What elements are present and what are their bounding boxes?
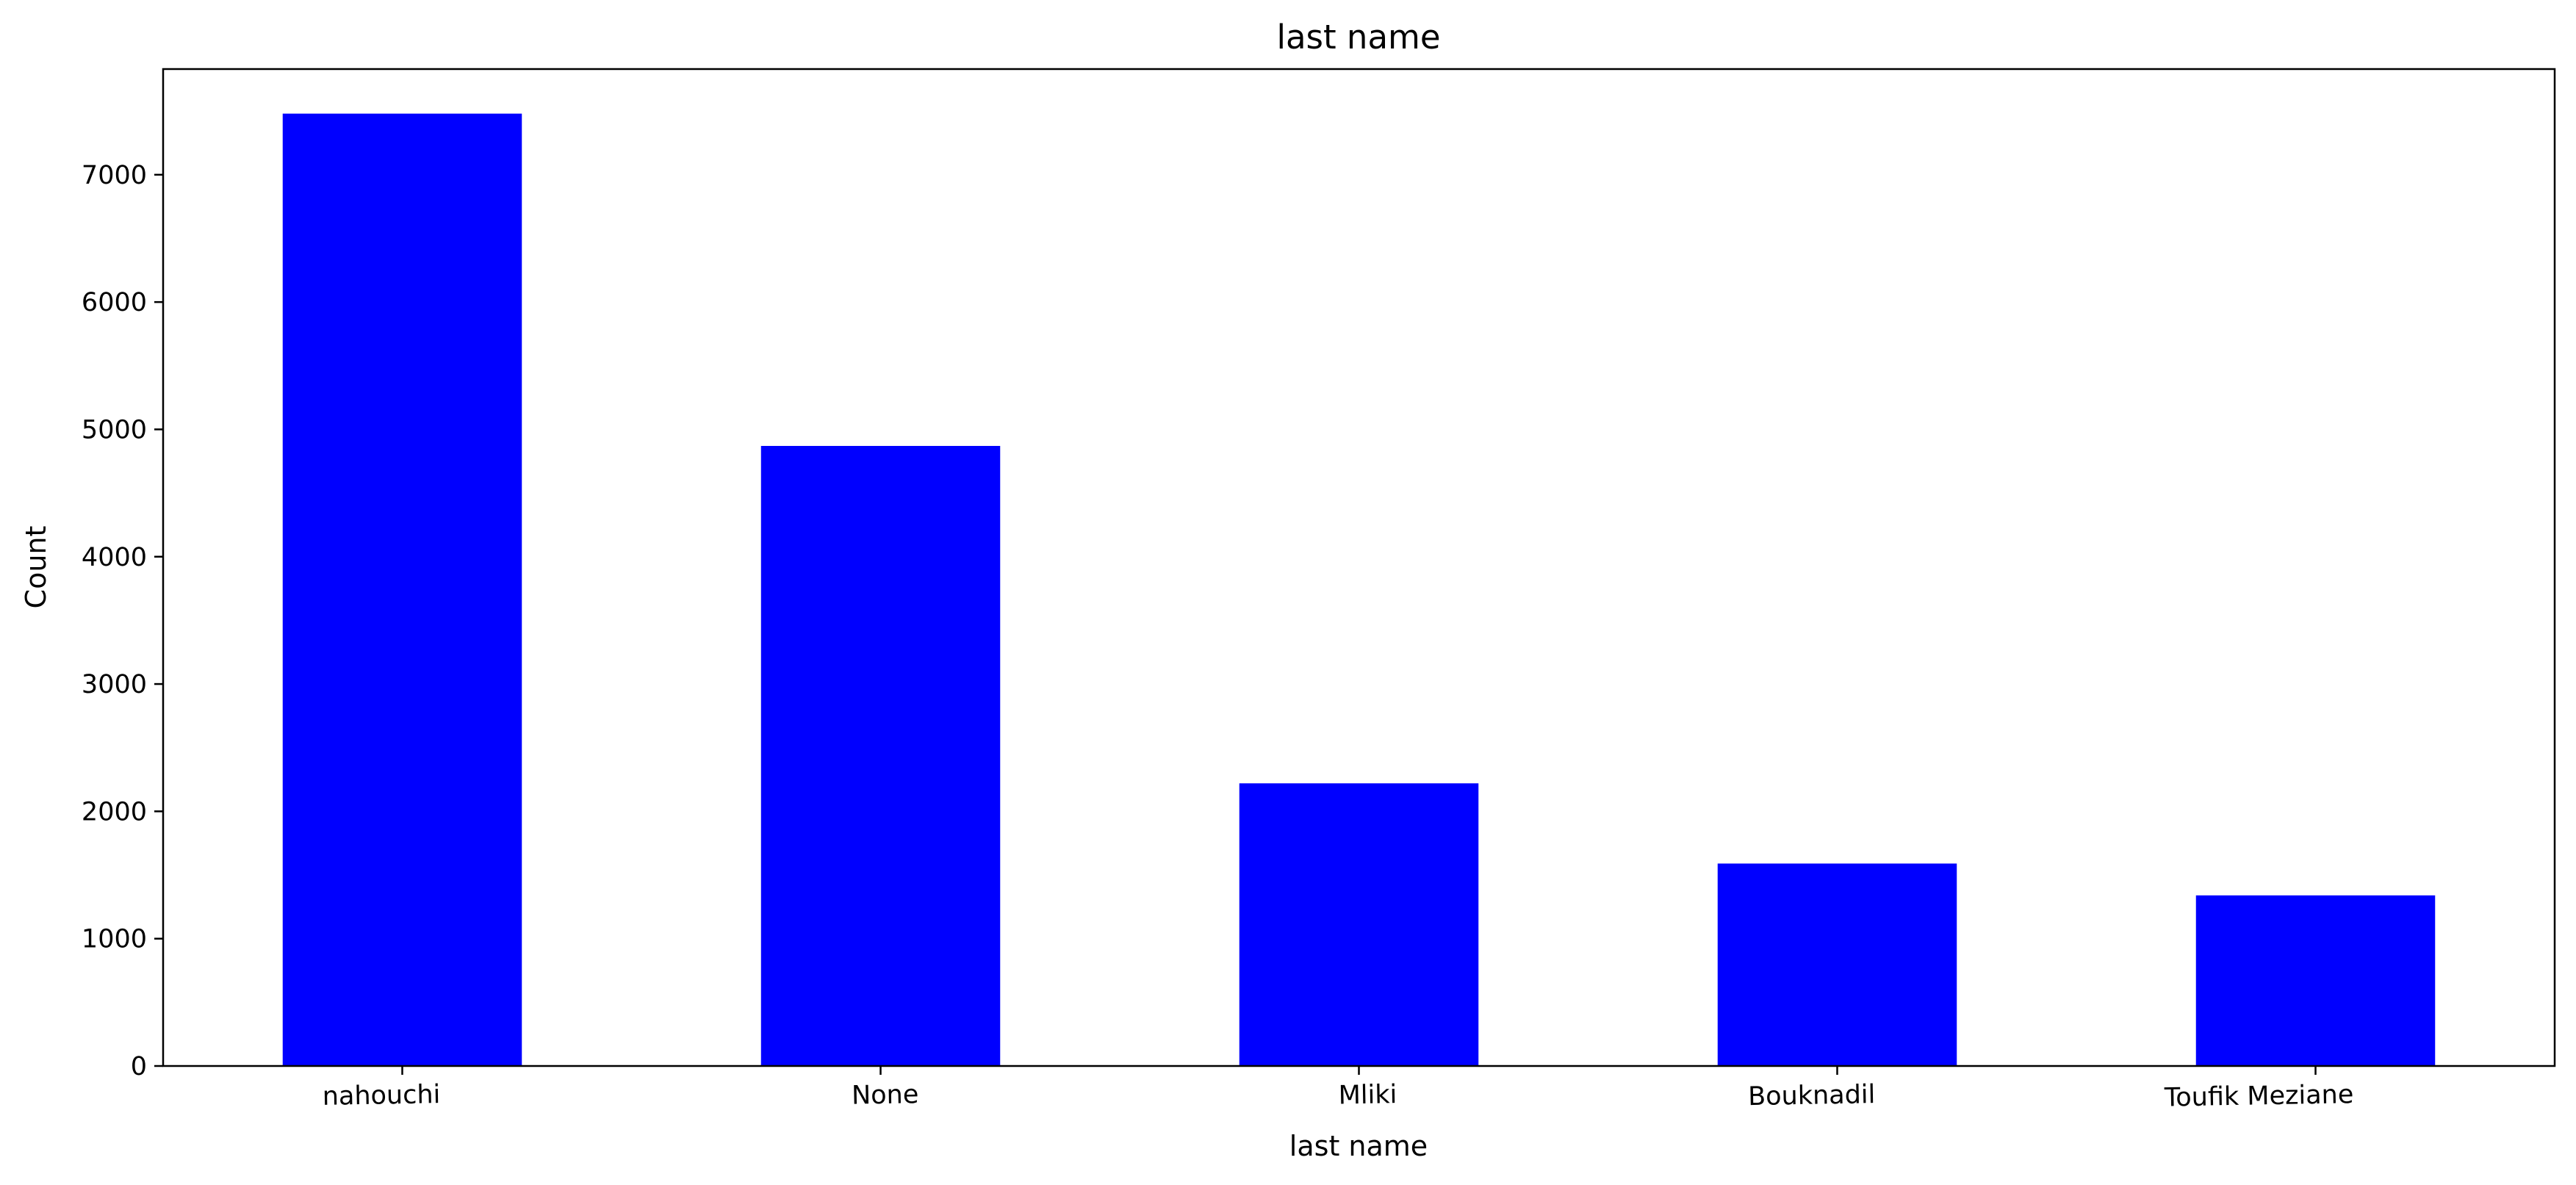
x-tick-label: Mliki xyxy=(1338,1080,1397,1110)
y-tick-label: 4000 xyxy=(82,543,147,572)
bar-nahouchi xyxy=(282,113,522,1067)
x-axis: nahouchi None Mliki Bouknadil Toufik Meziane xyxy=(322,1066,2354,1113)
y-tick-label: 6000 xyxy=(82,288,147,317)
bar-toufik-meziane xyxy=(2195,895,2436,1066)
bar-mliki xyxy=(1239,783,1479,1066)
x-tick-label: Toufik Meziane xyxy=(2164,1080,2354,1113)
y-tick-label: 5000 xyxy=(82,415,147,444)
bar-bouknadil xyxy=(1717,863,1957,1066)
y-axis-label: Count xyxy=(20,526,52,609)
y-tick-label: 2000 xyxy=(82,797,147,826)
x-axis-label: last name xyxy=(1289,1130,1428,1162)
x-tick-label: nahouchi xyxy=(322,1080,440,1112)
x-tick-label: Bouknadil xyxy=(1748,1080,1876,1112)
y-tick-label: 0 xyxy=(131,1052,147,1081)
y-axis: 0 1000 2000 3000 4000 5000 6000 7000 xyxy=(82,161,163,1081)
chart-title: last name xyxy=(1276,18,1440,57)
plot-frame xyxy=(162,68,2556,1067)
y-tick-label: 7000 xyxy=(82,161,147,190)
y-tick-label: 3000 xyxy=(82,670,147,699)
x-tick-label: None xyxy=(852,1080,919,1111)
y-tick-label: 1000 xyxy=(82,925,147,954)
bar-none xyxy=(760,445,1001,1066)
bars-group xyxy=(282,113,2436,1067)
